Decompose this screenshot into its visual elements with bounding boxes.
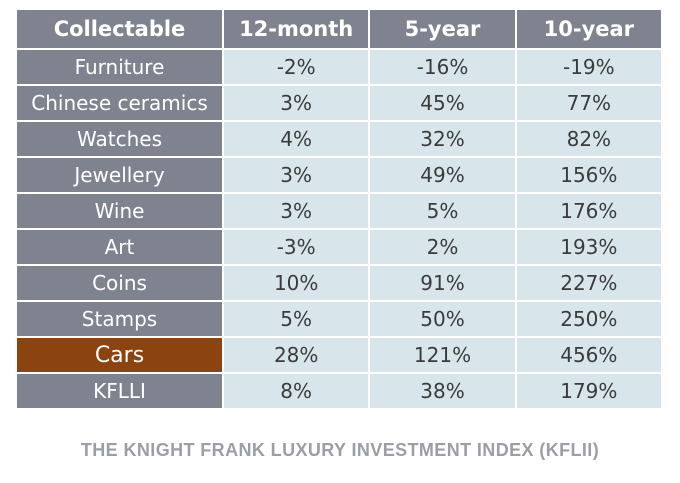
table-header-row: Collectable 12-month 5-year 10-year [17,10,661,48]
table-cell: -16% [370,50,515,84]
table-cell: 179% [516,374,661,408]
table-row: Chinese ceramics 3% 45% 77% [17,86,661,120]
row-label: Jewellery [17,158,222,192]
table-cell: 82% [516,122,661,156]
row-label: Cars [17,338,222,372]
row-label: Watches [17,122,222,156]
table-row: Coins 10% 91% 227% [17,266,661,300]
column-header: 5-year [370,10,515,48]
table-cell: 8% [224,374,369,408]
table-cell: 4% [224,122,369,156]
table-cell: 49% [370,158,515,192]
row-label: KFLLI [17,374,222,408]
table-row: Art -3% 2% 193% [17,230,661,264]
row-label: Stamps [17,302,222,336]
table-cell: 5% [370,194,515,228]
table-cell: 3% [224,158,369,192]
table-row: Wine 3% 5% 176% [17,194,661,228]
investment-index-table: Collectable 12-month 5-year 10-year Furn… [15,8,663,410]
column-header: 12-month [224,10,369,48]
table-cell: 3% [224,194,369,228]
table-caption: THE KNIGHT FRANK LUXURY INVESTMENT INDEX… [80,440,600,460]
row-label: Wine [17,194,222,228]
table-cell: 176% [516,194,661,228]
table-body: Furniture -2% -16% -19% Chinese ceramics 3% 45… [17,50,661,408]
column-header: Collectable [17,10,222,48]
table-row: KFLLI 8% 38% 179% [17,374,661,408]
table-cell: 3% [224,86,369,120]
table-cell: 156% [516,158,661,192]
row-label: Furniture [17,50,222,84]
table-cell: 50% [370,302,515,336]
table-cell: 28% [224,338,369,372]
row-label: Coins [17,266,222,300]
table-cell: 227% [516,266,661,300]
column-header: 10-year [516,10,661,48]
table-cell: 38% [370,374,515,408]
table-cell: -2% [224,50,369,84]
table-cell: 456% [516,338,661,372]
table-row: Stamps 5% 50% 250% [17,302,661,336]
row-label: Art [17,230,222,264]
table-cell: -3% [224,230,369,264]
table-row: Furniture -2% -16% -19% [17,50,661,84]
table-row: Jewellery 3% 49% 156% [17,158,661,192]
table-cell: 193% [516,230,661,264]
table-cell: -19% [516,50,661,84]
table-cell: 2% [370,230,515,264]
table-row: Watches 4% 32% 82% [17,122,661,156]
table-row: Cars 28% 121% 456% [17,338,661,372]
table-cell: 250% [516,302,661,336]
table-cell: 32% [370,122,515,156]
table-cell: 45% [370,86,515,120]
row-label: Chinese ceramics [17,86,222,120]
table-cell: 91% [370,266,515,300]
table-cell: 77% [516,86,661,120]
table-cell: 10% [224,266,369,300]
table-cell: 5% [224,302,369,336]
table-cell: 121% [370,338,515,372]
